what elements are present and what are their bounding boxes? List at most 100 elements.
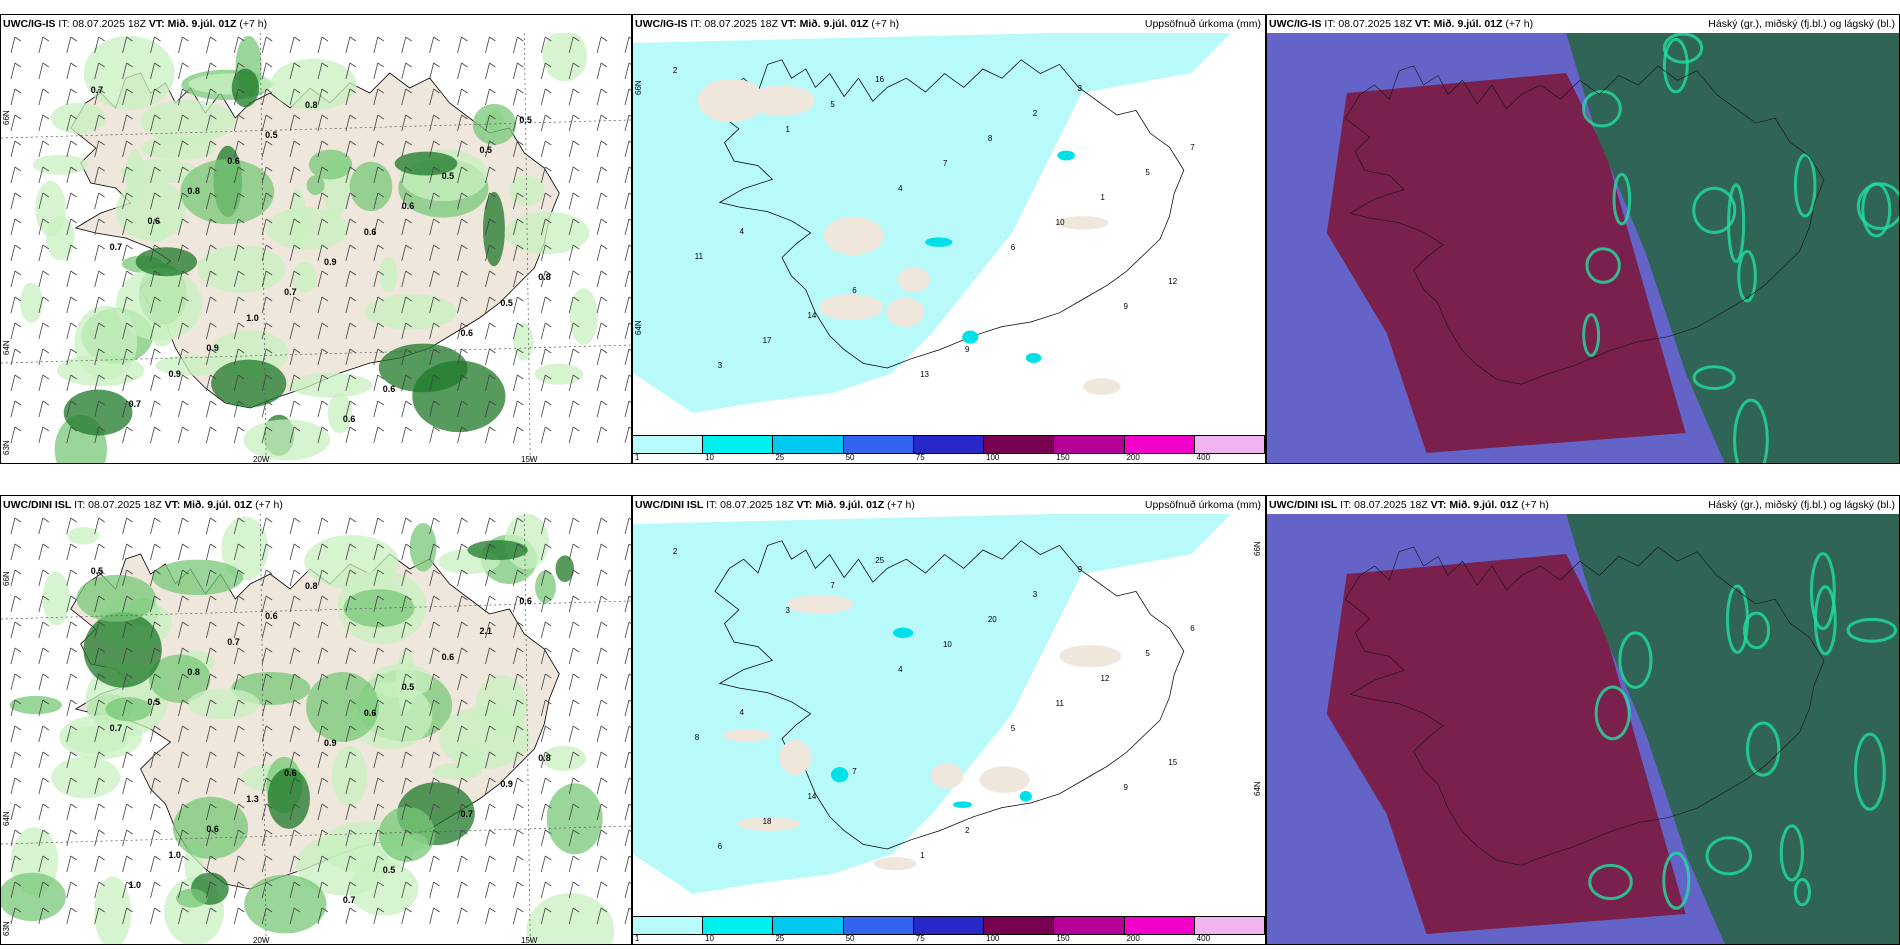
wind-barb <box>485 803 490 821</box>
wind-value-label: 0.6 <box>364 227 376 237</box>
wind-barb <box>150 829 155 847</box>
wind-barb <box>401 855 407 873</box>
wind-barb <box>345 751 351 769</box>
wind-barb-flag <box>600 543 608 549</box>
cloud-contour <box>1582 89 1622 128</box>
wind-barb-flag <box>265 166 273 172</box>
wind-value-label: 0.7 <box>284 287 296 297</box>
lon-label-20w: 20W <box>253 936 270 945</box>
wind-barb-flag <box>265 517 273 523</box>
wind-barb <box>485 374 490 392</box>
wind-barb <box>429 699 435 717</box>
wind-barb-flag <box>126 725 133 731</box>
wind-barb-flag <box>154 907 161 913</box>
wind-barb <box>178 244 183 262</box>
wind-barb <box>178 88 183 106</box>
wind-barb <box>150 244 155 262</box>
wind-barb <box>178 699 183 717</box>
wind-barb-flag <box>70 88 77 94</box>
lon-label-20w: 20W <box>253 455 270 464</box>
wind-barb <box>10 36 16 54</box>
wind-barb <box>150 400 155 418</box>
wind-barb <box>373 777 379 795</box>
wind-barb-flag <box>405 829 412 835</box>
wind-barb <box>317 192 323 210</box>
wind-barb-flag <box>154 881 161 887</box>
wind-barb-flag <box>517 166 524 172</box>
wind-barb-flag <box>210 517 217 523</box>
cloud-panel-row2: UWC/DINI ISL IT: 08.07.2025 18Z VT: Mið.… <box>1266 495 1900 945</box>
wind-barb-flag <box>293 114 301 120</box>
wind-barb-flag <box>461 140 468 146</box>
precip-value-label: 9 <box>1078 565 1083 574</box>
wind-barb <box>289 907 295 925</box>
wind-barb <box>485 595 490 613</box>
valid-prefix: VT: <box>1430 499 1447 511</box>
wind-barb <box>205 907 211 925</box>
panel-header: UWC/IG-IS IT: 08.07.2025 18Z VT: Mið. 9.… <box>633 15 1265 33</box>
wind-barb-flag <box>405 374 412 380</box>
colorbar-tick-label: 1 <box>634 453 640 462</box>
wind-barb <box>457 881 462 899</box>
wind-barb <box>94 426 100 444</box>
wind-barb-flag <box>42 647 50 653</box>
wind-barb-flag <box>572 595 580 601</box>
wind-barb <box>401 88 407 106</box>
wind-barb-flag <box>238 218 245 224</box>
wind-barb <box>373 62 379 80</box>
wind-value-label: 1.3 <box>246 794 258 804</box>
wind-barb <box>94 322 100 340</box>
wind-barb <box>66 322 72 340</box>
wind-barb <box>178 881 183 899</box>
wind-barb <box>596 543 602 561</box>
wind-barb <box>66 244 72 262</box>
wind-barb-flag <box>98 855 105 861</box>
coastline <box>714 540 1185 850</box>
wind-barb-flag <box>98 322 105 328</box>
wind-barb <box>94 803 100 821</box>
wind-barb-flag <box>126 374 133 380</box>
wind-barb <box>38 114 44 132</box>
wind-barb-flag <box>70 907 77 913</box>
wind-barb <box>345 803 351 821</box>
wind-barb <box>66 348 72 366</box>
wind-barb-flag <box>600 751 608 757</box>
wind-barb-flag <box>238 426 245 432</box>
wind-barb-flag <box>154 322 161 328</box>
init-time: IT: 08.07.2025 18Z <box>58 18 146 30</box>
wind-barb-flag <box>628 517 631 520</box>
wind-barb-flag <box>126 322 133 328</box>
cloud-contour <box>1585 247 1621 284</box>
precip-value-label: 17 <box>763 336 772 345</box>
wind-barb-flag <box>182 543 189 549</box>
wind-barb-flag <box>42 777 50 783</box>
lat-label-66: 66N <box>2 571 11 586</box>
wind-barb-flag <box>154 270 161 276</box>
wind-barb <box>540 62 546 80</box>
wind-barb-flag <box>489 36 496 42</box>
wind-barb-flag <box>461 517 468 523</box>
wind-barb <box>512 192 518 210</box>
wind-barb <box>429 517 435 535</box>
precip-value-label: 15 <box>1168 758 1177 767</box>
wind-barb <box>94 595 100 613</box>
wind-barb <box>10 270 16 288</box>
wind-barb-flag <box>70 400 77 406</box>
wind-barb <box>150 62 155 80</box>
wind-barb-flag <box>154 777 161 783</box>
wind-barb <box>10 62 16 80</box>
wind-barb-flag <box>517 218 524 224</box>
wind-barb-flag <box>210 907 217 913</box>
wind-barb <box>10 543 16 561</box>
precip-value-label: 7 <box>830 581 835 590</box>
wind-barb-flag <box>517 244 524 250</box>
wind-barb <box>373 322 379 340</box>
panel-header: UWC/DINI ISL IT: 08.07.2025 18Z VT: Mið.… <box>1 496 631 514</box>
wind-barb <box>94 192 100 210</box>
wind-barb <box>10 751 16 769</box>
wind-barb <box>624 374 630 392</box>
wind-barb-flag <box>238 348 245 354</box>
wind-barb <box>512 543 518 561</box>
wind-value-label: 0.9 <box>168 369 180 379</box>
wind-barb-flag <box>14 192 22 198</box>
